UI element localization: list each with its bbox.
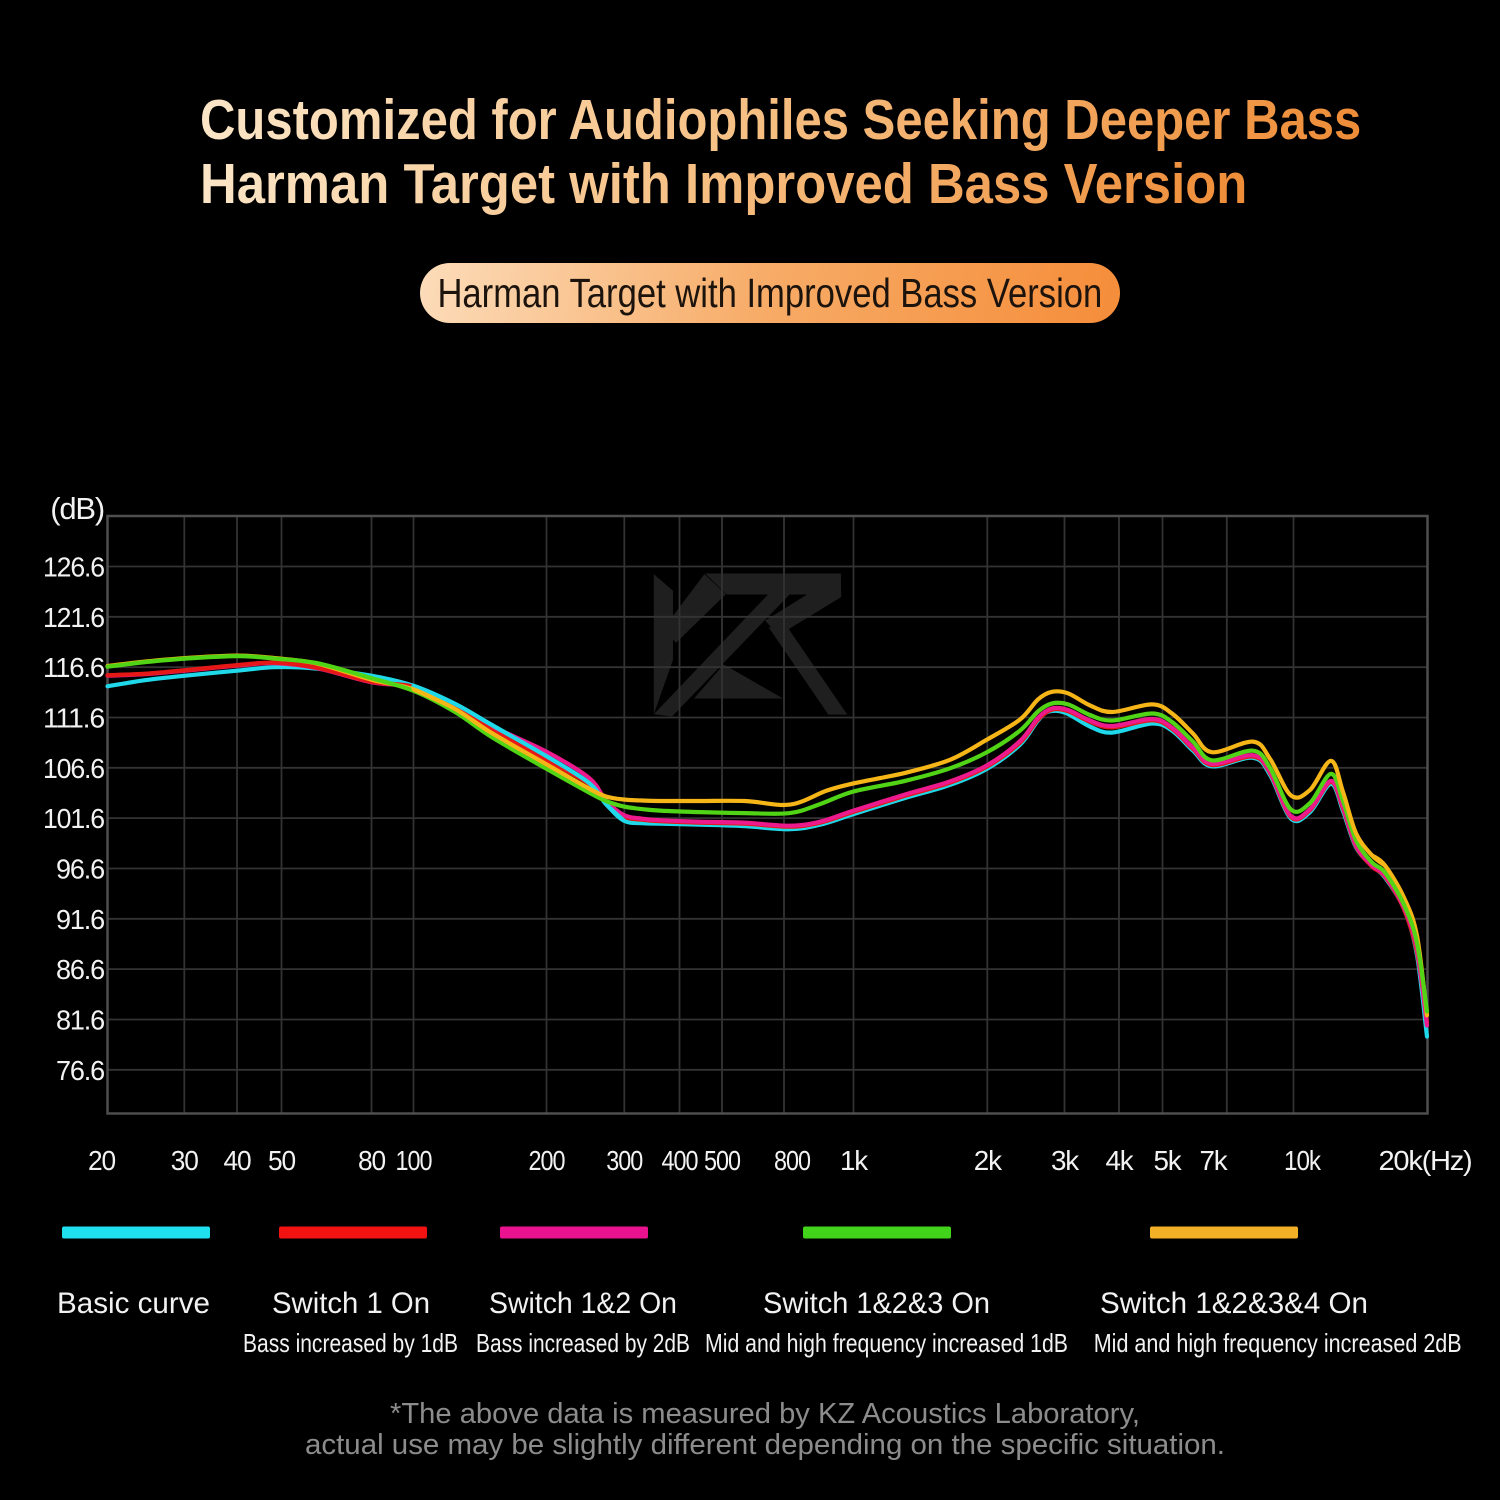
svg-text:5k: 5k [1154,1145,1183,1176]
svg-text:Bass increased by 1dB: Bass increased by 1dB [243,1328,458,1358]
svg-text:101.6: 101.6 [43,803,105,834]
svg-text:86.6: 86.6 [56,954,105,985]
svg-text:1k: 1k [840,1145,869,1176]
svg-text:3k: 3k [1051,1145,1080,1176]
svg-text:40: 40 [224,1145,252,1176]
svg-text:50: 50 [268,1145,296,1176]
svg-text:100: 100 [396,1145,433,1176]
svg-text:7k: 7k [1200,1145,1229,1176]
svg-text:Switch 1&2&3&4 On: Switch 1&2&3&4 On [1100,1287,1368,1320]
svg-text:116.6: 116.6 [43,652,105,683]
svg-text:20k(Hz): 20k(Hz) [1379,1145,1472,1176]
svg-text:91.6: 91.6 [56,904,105,935]
svg-text:actual use may be slightly dif: actual use may be slightly different dep… [305,1429,1225,1461]
svg-text:200: 200 [529,1145,566,1176]
svg-text:Switch 1 On: Switch 1 On [272,1287,430,1320]
svg-text:Bass increased by 2dB: Bass increased by 2dB [476,1328,690,1358]
svg-text:800: 800 [774,1145,811,1176]
svg-text:76.6: 76.6 [56,1055,105,1086]
svg-text:96.6: 96.6 [56,854,105,885]
svg-text:300: 300 [606,1145,643,1176]
svg-text:10k: 10k [1284,1145,1322,1176]
svg-text:Mid and high frequency increas: Mid and high frequency increased 1dB [705,1328,1068,1358]
svg-text:111.6: 111.6 [43,703,105,734]
svg-text:4k: 4k [1106,1145,1135,1176]
svg-text:121.6: 121.6 [43,602,105,633]
svg-text:126.6: 126.6 [43,552,105,583]
svg-text:(dB): (dB) [50,491,104,526]
svg-text:30: 30 [171,1145,199,1176]
svg-text:400: 400 [662,1145,699,1176]
svg-text:20: 20 [88,1145,116,1176]
svg-text:2k: 2k [974,1145,1003,1176]
svg-text:*The above data is measured by: *The above data is measured by KZ Acoust… [390,1398,1140,1430]
svg-text:Switch 1&2&3 On: Switch 1&2&3 On [763,1287,990,1320]
svg-text:80: 80 [358,1145,386,1176]
svg-text:81.6: 81.6 [56,1005,105,1036]
svg-text:Basic curve: Basic curve [57,1287,210,1320]
svg-text:106.6: 106.6 [43,753,105,784]
svg-text:500: 500 [704,1145,741,1176]
svg-text:Mid and high frequency increas: Mid and high frequency increased 2dB [1094,1328,1462,1358]
svg-text:Switch 1&2 On: Switch 1&2 On [489,1287,677,1320]
